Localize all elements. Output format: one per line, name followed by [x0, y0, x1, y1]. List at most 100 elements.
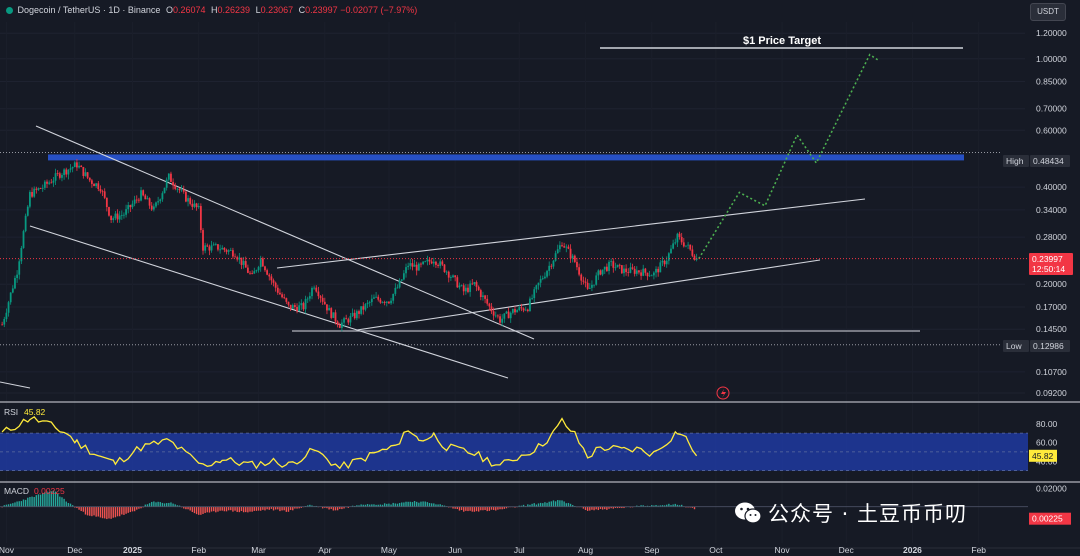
candle [482, 291, 484, 301]
rsi-tick-label: 80.00 [1036, 419, 1058, 429]
macd-bar [604, 506, 606, 510]
macd-bar [371, 504, 373, 507]
candle-body [50, 182, 53, 184]
candle [67, 169, 70, 180]
candle-body [112, 218, 115, 221]
macd-bar [653, 505, 655, 507]
candle [185, 190, 187, 203]
macd-bar [514, 506, 516, 508]
candle [281, 292, 283, 299]
candle-body [343, 318, 345, 323]
candle-body [573, 255, 576, 262]
macd-bar [651, 505, 653, 507]
macd-bar [240, 506, 243, 512]
candle-body [471, 283, 474, 285]
candle-body [138, 199, 140, 201]
candle-body [135, 199, 138, 201]
candle-body [195, 203, 198, 208]
macd-bar [59, 496, 61, 507]
symbol-title[interactable]: Dogecoin / TetherUS · 1D · Binance [17, 5, 161, 15]
currency-button[interactable]: USDT [1030, 3, 1066, 21]
candle-body [426, 259, 429, 262]
candle-body [398, 280, 401, 288]
candle-body [379, 299, 382, 303]
candle [123, 212, 125, 219]
candle [601, 269, 604, 277]
candle [5, 308, 8, 322]
candle-body [597, 270, 600, 276]
candle [101, 189, 104, 196]
macd-bar [56, 493, 59, 507]
macd-value-tag-text: 0.00225 [1032, 514, 1063, 524]
candle [300, 299, 303, 310]
candle [219, 244, 222, 254]
macd-bar [191, 506, 194, 512]
candle-body [407, 265, 410, 268]
candle-body [311, 287, 313, 297]
candle [272, 278, 275, 287]
candle [199, 203, 202, 233]
candle-body [272, 280, 275, 283]
candle [494, 311, 497, 318]
candle-body [29, 192, 31, 207]
candle-body [644, 268, 647, 273]
candle-body [529, 298, 531, 312]
candle-body [467, 287, 469, 292]
candle-body [486, 298, 489, 304]
macd-bar [251, 506, 253, 512]
candle [148, 197, 151, 209]
price-tick-label: 0.20000 [1036, 279, 1067, 289]
candle [599, 269, 602, 276]
wechat-icon [735, 502, 762, 524]
candle [678, 231, 681, 240]
lightning-icon[interactable] [716, 386, 730, 400]
candle-body [88, 177, 91, 181]
candle-body [488, 303, 491, 307]
candle [140, 187, 142, 202]
price-axis: 1.20000 1.00000 0.85000 0.70000 0.60000 0.400… [1003, 28, 1073, 525]
candle [54, 168, 57, 185]
candle [430, 257, 433, 265]
candle-body [578, 267, 581, 275]
candle [86, 172, 89, 180]
candle-body [550, 265, 553, 267]
candle [332, 312, 335, 319]
candle [291, 303, 294, 309]
candle [605, 263, 608, 272]
candle-body [319, 296, 322, 298]
candle-body [360, 306, 363, 314]
rsi-band [0, 433, 1028, 471]
candle [492, 307, 495, 321]
macd-bar [330, 506, 332, 509]
candle-body [251, 273, 254, 275]
low-tag-bg [1003, 340, 1029, 352]
time-tick-label: 2026 [903, 545, 922, 555]
candle-body [494, 315, 497, 317]
candle [402, 270, 405, 281]
candle [597, 269, 600, 280]
candle [475, 280, 478, 292]
candle-body [253, 271, 256, 274]
rsi-value-tag-text: 45.82 [1032, 451, 1054, 461]
candle [368, 300, 371, 307]
candle [573, 254, 576, 264]
macd-bar [428, 502, 431, 507]
candle [296, 303, 298, 314]
macd-bar [668, 503, 670, 507]
macd-bar [398, 502, 401, 507]
candle [462, 283, 465, 296]
candle [659, 260, 662, 273]
candle-body [326, 304, 328, 311]
macd-bar [403, 502, 405, 507]
macd-bar [165, 503, 168, 507]
candle [546, 269, 548, 279]
macd-bar [537, 503, 540, 507]
macd-bar [381, 504, 384, 507]
candle [146, 195, 149, 200]
macd-bar [33, 497, 35, 507]
macd-bar [16, 501, 18, 507]
candle-body [582, 280, 585, 282]
candle [614, 262, 617, 271]
candle [116, 209, 119, 223]
macd-bar [473, 506, 476, 512]
